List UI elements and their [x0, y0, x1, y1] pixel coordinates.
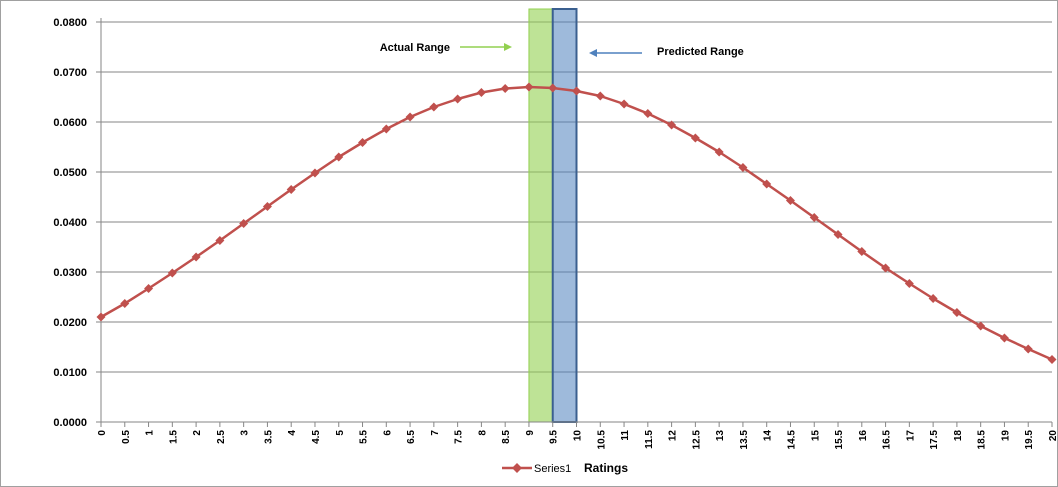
y-tick-label: 0.0400 [53, 217, 87, 229]
x-tick-label: 16 [858, 430, 869, 442]
y-tick-label: 0.0200 [53, 317, 87, 329]
x-tick-label: 20 [1048, 430, 1058, 442]
x-axis-label: Ratings [584, 461, 628, 475]
x-tick-label: 19 [1000, 430, 1011, 442]
x-tick-label: 13 [715, 430, 726, 442]
x-tick-label: 0 [97, 430, 108, 436]
x-tick-label: 17.5 [929, 430, 940, 450]
x-tick-label: 9 [525, 430, 536, 436]
x-tick-label: 8 [477, 430, 488, 436]
x-tick-label: 19.5 [1024, 430, 1035, 450]
range-highlights [529, 9, 577, 422]
x-tick-label: 15.5 [834, 430, 845, 450]
x-tick-label: 2.5 [216, 430, 227, 444]
x-tick-label: 14.5 [786, 430, 797, 450]
x-tick-label: 18.5 [977, 430, 988, 450]
y-tick-label: 0.0700 [53, 67, 87, 79]
x-tick-label: 7.5 [454, 430, 465, 444]
x-tick-label: 16.5 [882, 430, 893, 450]
x-tick-label: 7 [430, 430, 441, 436]
x-tick-label: 4.5 [311, 430, 322, 444]
x-tick-label: 2 [192, 430, 203, 436]
x-tick-label: 15 [810, 430, 821, 442]
x-tick-label: 1 [145, 430, 156, 436]
actual-range-band [529, 9, 553, 422]
predicted-range-label: Predicted Range [657, 46, 744, 58]
y-tick-label: 0.0100 [53, 367, 87, 379]
x-tick-label: 6 [382, 430, 393, 436]
x-tick-label: 1.5 [168, 430, 179, 444]
x-tick-label: 14 [763, 430, 774, 442]
predicted-range-band [553, 9, 577, 422]
x-tick-label: 6.5 [406, 430, 417, 444]
legend-series-name: Series1 [534, 463, 571, 475]
x-tick-label: 5.5 [359, 430, 370, 444]
y-tick-label: 0.0800 [53, 17, 87, 29]
x-tick-label: 17 [905, 430, 916, 442]
y-tick-label: 0.0000 [53, 417, 87, 429]
x-tick-label: 0.5 [121, 430, 132, 444]
x-tick-label: 11 [620, 430, 631, 441]
y-tick-label: 0.0600 [53, 117, 87, 129]
y-tick-label: 0.0500 [53, 167, 87, 179]
x-tick-label: 9.5 [549, 430, 560, 444]
actual-range-label: Actual Range [380, 42, 450, 54]
x-tick-label: 10.5 [596, 430, 607, 450]
x-tick-label: 12.5 [691, 430, 702, 450]
y-tick-label: 0.0300 [53, 267, 87, 279]
x-tick-label: 12 [668, 430, 679, 442]
x-tick-label: 3.5 [263, 430, 274, 444]
x-tick-label: 5 [335, 430, 346, 436]
x-tick-label: 18 [953, 430, 964, 442]
x-tick-label: 3 [240, 430, 251, 436]
x-tick-label: 4 [287, 430, 298, 436]
x-tick-label: 13.5 [739, 430, 750, 450]
x-tick-label: 8.5 [501, 430, 512, 444]
x-tick-label: 10 [573, 430, 584, 442]
x-tick-label: 11.5 [644, 430, 655, 449]
